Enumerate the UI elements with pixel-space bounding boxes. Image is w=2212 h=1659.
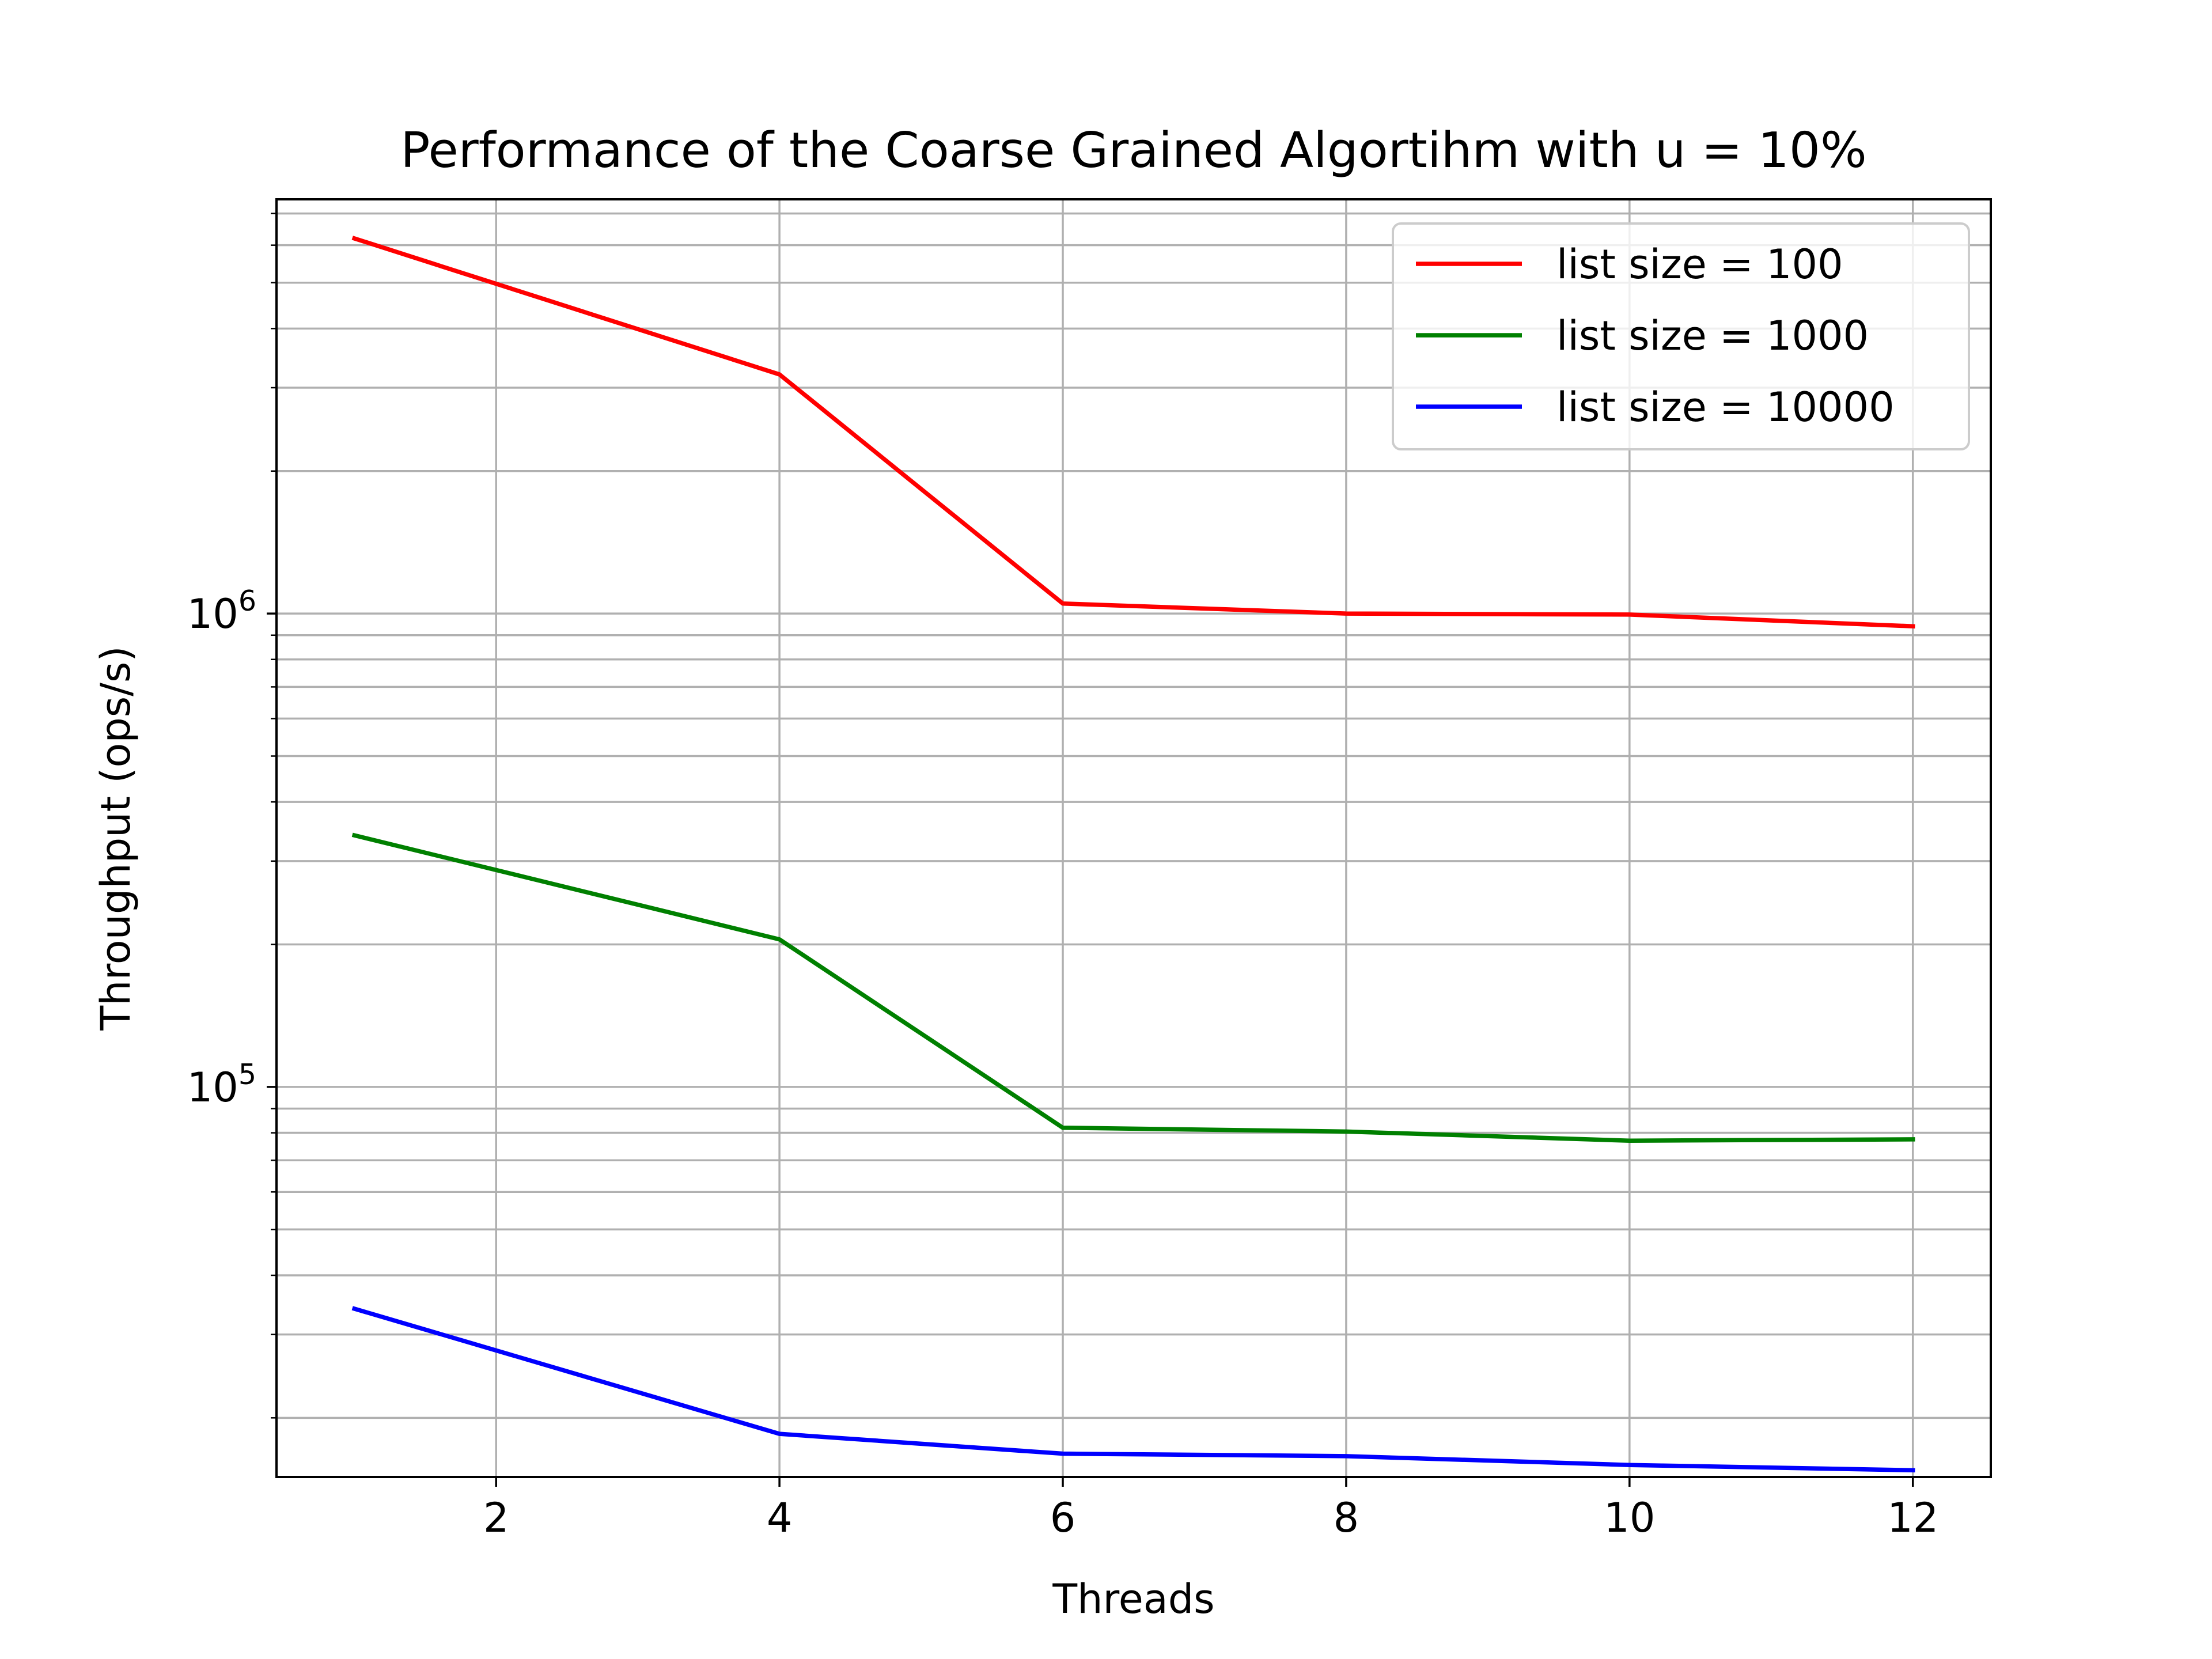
chart-title: Performance of the Coarse Grained Algort… [400, 122, 1866, 179]
x-tick-label: 2 [483, 1494, 509, 1541]
x-tick-label: 10 [1604, 1494, 1655, 1541]
x-tick-label: 4 [767, 1494, 793, 1541]
legend-label-2: list size = 1000 [1556, 312, 1869, 359]
series-line-2 [351, 832, 1915, 1143]
legend-label-1: list size = 100 [1556, 241, 1843, 288]
y-tick-label: 105 [187, 1058, 256, 1111]
series-line-1 [351, 236, 1915, 629]
y-axis-label: Throughput (ops/s) [92, 646, 139, 1031]
x-axis-label: Threads [1052, 1575, 1214, 1623]
legend-label-3: list size = 10000 [1556, 384, 1895, 431]
x-tick-label: 12 [1887, 1494, 1938, 1541]
series-lines [351, 236, 1915, 1473]
legend: list size = 100 list size = 1000 list size… [1392, 222, 1970, 450]
legend-box [1392, 222, 1970, 450]
plot-area-frame [275, 198, 1992, 1478]
series-line-3 [351, 1306, 1915, 1473]
y-tick-label: 106 [187, 585, 256, 638]
axis-ticks: 2 4 6 8 10 12 105 106 [187, 213, 1938, 1541]
x-tick-label: 6 [1050, 1494, 1076, 1541]
x-tick-label: 8 [1334, 1494, 1359, 1541]
